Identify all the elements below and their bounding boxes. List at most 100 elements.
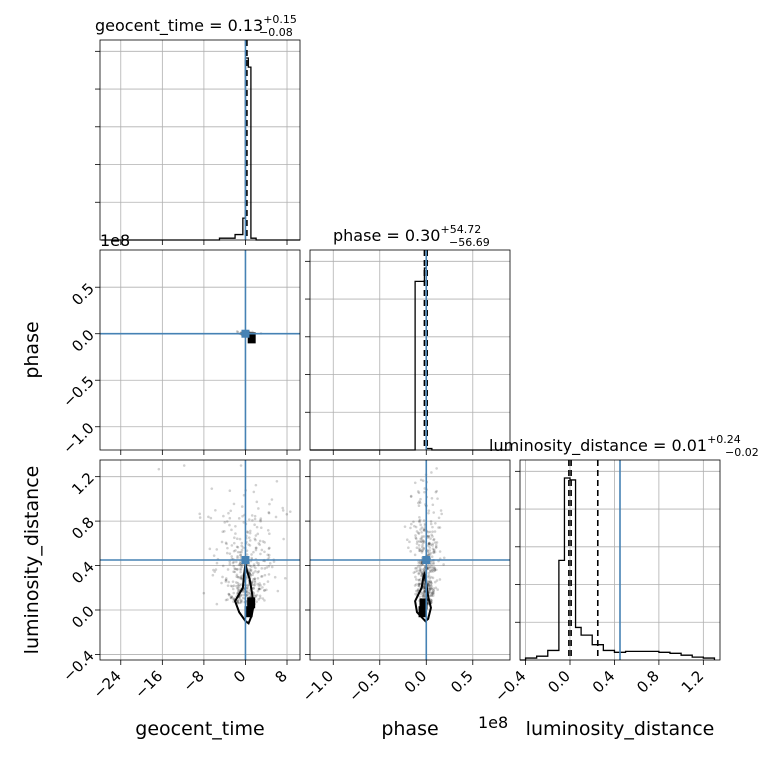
title-luminosity-distance-minus: −0.02 bbox=[725, 446, 759, 459]
sample-point bbox=[403, 525, 407, 528]
sample-point bbox=[442, 556, 446, 560]
sample-point bbox=[226, 546, 229, 550]
sample-point bbox=[427, 509, 431, 512]
sample-point bbox=[247, 583, 250, 587]
sample-point bbox=[420, 530, 423, 534]
sample-point bbox=[236, 601, 240, 605]
sample-point bbox=[427, 542, 430, 546]
sample-point bbox=[233, 536, 236, 540]
sample-point bbox=[414, 536, 418, 540]
sample-point bbox=[263, 588, 266, 592]
xlabel-phase: phase bbox=[381, 718, 438, 740]
sample-point bbox=[274, 515, 278, 519]
panel-content bbox=[100, 460, 300, 660]
sample-point bbox=[228, 516, 232, 520]
sample-point bbox=[416, 501, 420, 505]
y-tick-label: −0.5 bbox=[59, 372, 97, 410]
sample-point bbox=[428, 541, 431, 545]
sample-point bbox=[222, 514, 225, 518]
sample-point bbox=[430, 586, 433, 590]
title-phase-plus: +54.72 bbox=[440, 223, 481, 236]
sample-point bbox=[432, 589, 435, 592]
sample-point bbox=[432, 570, 435, 573]
sample-point bbox=[431, 525, 434, 529]
sample-point bbox=[228, 552, 232, 555]
sample-point bbox=[432, 561, 435, 565]
sample-point bbox=[427, 553, 430, 557]
sample-point bbox=[429, 562, 433, 566]
sample-point bbox=[433, 541, 437, 544]
sample-point bbox=[263, 599, 266, 602]
panel-frame bbox=[309, 459, 511, 661]
sample-point bbox=[422, 590, 426, 594]
sample-point bbox=[227, 580, 230, 584]
sample-point bbox=[419, 564, 422, 567]
sample-point bbox=[422, 595, 426, 599]
sample-point bbox=[198, 512, 202, 516]
x-tick-label: −24 bbox=[90, 667, 125, 702]
sample-point bbox=[235, 575, 238, 578]
sample-point bbox=[240, 577, 244, 581]
sample-point bbox=[249, 573, 252, 576]
sample-point bbox=[236, 584, 240, 587]
sample-point bbox=[232, 597, 236, 600]
sample-point bbox=[250, 565, 253, 568]
sample-point bbox=[254, 569, 257, 573]
sample-point bbox=[427, 544, 430, 547]
sample-point bbox=[239, 567, 242, 570]
phase-x-offset-label: 1e8 bbox=[478, 713, 508, 732]
sample-point bbox=[429, 551, 433, 555]
sample-point bbox=[232, 564, 236, 568]
sample-point bbox=[224, 578, 228, 582]
sample-point bbox=[426, 566, 430, 569]
sample-point bbox=[420, 526, 424, 529]
sample-point bbox=[419, 577, 422, 581]
title-geocent-time-median: 0.13 bbox=[228, 16, 264, 35]
sample-point bbox=[266, 553, 270, 557]
sample-point bbox=[420, 545, 424, 549]
sample-point bbox=[240, 551, 243, 554]
sample-point bbox=[409, 526, 412, 530]
sample-point bbox=[253, 581, 257, 584]
sample-point bbox=[261, 540, 265, 543]
sample-point bbox=[423, 582, 426, 586]
sample-point bbox=[438, 526, 442, 529]
sample-point bbox=[241, 514, 244, 518]
sample-point bbox=[252, 565, 256, 568]
sample-point bbox=[414, 589, 418, 593]
sample-point bbox=[275, 480, 279, 483]
x-tick-label: 1.2 bbox=[678, 667, 708, 697]
sample-point bbox=[223, 529, 226, 533]
sample-point bbox=[430, 570, 433, 573]
sample-point bbox=[429, 575, 433, 579]
sample-point bbox=[422, 593, 426, 596]
title-phase-minus: −56.69 bbox=[449, 236, 490, 249]
sample-point bbox=[421, 549, 424, 552]
sample-point bbox=[420, 537, 424, 540]
sample-point bbox=[228, 489, 232, 493]
title-luminosity-distance: luminosity_distance = 0.01+0.24 bbox=[489, 433, 741, 456]
sample-point bbox=[263, 589, 266, 592]
sample-point bbox=[414, 570, 417, 574]
sample-point bbox=[433, 566, 436, 570]
sample-point bbox=[419, 561, 423, 565]
sample-point bbox=[254, 538, 257, 542]
sample-point bbox=[429, 580, 433, 583]
sample-point bbox=[428, 549, 431, 552]
sample-point bbox=[415, 569, 419, 572]
sample-point bbox=[256, 576, 260, 580]
phase-y-offset-label: 1e8 bbox=[100, 231, 130, 250]
sample-point bbox=[240, 544, 243, 548]
sample-point bbox=[437, 526, 440, 529]
sample-point bbox=[428, 589, 432, 592]
sample-point bbox=[414, 592, 417, 596]
sample-point bbox=[240, 565, 244, 569]
y-tick-label: 1.2 bbox=[68, 469, 98, 499]
sample-point bbox=[422, 540, 426, 544]
sample-point bbox=[236, 586, 240, 590]
sample-point bbox=[251, 580, 254, 583]
sample-point bbox=[428, 565, 432, 569]
sample-point bbox=[423, 585, 427, 588]
sample-point bbox=[432, 592, 435, 595]
sample-point bbox=[245, 530, 249, 533]
